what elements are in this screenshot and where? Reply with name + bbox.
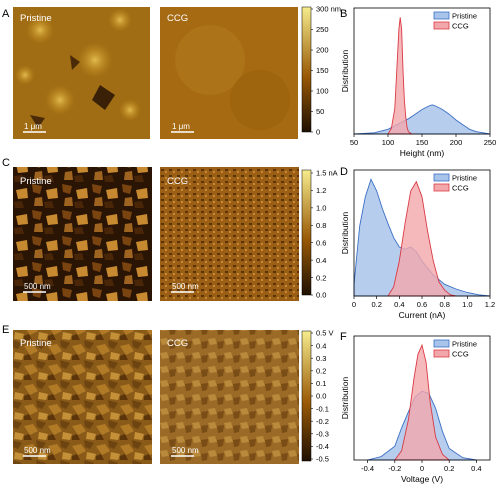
colorbar-e-tick-label: -0.5 — [316, 455, 329, 464]
label-pristine-a: Pristine — [20, 13, 52, 24]
afm-current-ccg — [160, 167, 299, 301]
x-tick-label-b: 200 — [450, 138, 463, 147]
x-tick-label-d: 0.6 — [417, 300, 427, 309]
scale-text-a-right: 1 μm — [172, 122, 190, 131]
colorbar-c-tick-label: 0.2 — [316, 273, 326, 282]
y-axis-title-b: Distribution — [340, 49, 350, 92]
x-tick-label-f: 0.2 — [444, 464, 454, 473]
x-tick-label-f: -0.2 — [388, 464, 401, 473]
panel-letter-a: A — [2, 8, 10, 20]
panel-letter-b: B — [340, 8, 347, 20]
label-ccg-e: CCG — [167, 338, 188, 349]
colorbar-e-tick-label: -0.2 — [316, 417, 329, 426]
x-tick-label-d: 0.8 — [439, 300, 449, 309]
afm-voltage-ccg — [160, 330, 299, 464]
label-pristine-c: Pristine — [20, 176, 52, 187]
colorbar-e-tick-label: -0.4 — [316, 442, 329, 451]
panel-a: A Pristine 1 μm CCG 1 μm 300 nm 250 200 150… — [2, 5, 341, 139]
x-axis-title-b: Height (nm) — [400, 148, 445, 158]
colorbar-e-tick-label: 0.5 V — [316, 329, 334, 338]
colorbar-a-tick-label: 300 nm — [316, 5, 341, 14]
scale-text-c-right: 500 nm — [172, 282, 199, 291]
x-tick-label-f: -0.4 — [361, 464, 374, 473]
series-ccg-area-d — [387, 180, 457, 297]
legend-swatch-pristine-b — [433, 11, 450, 20]
colorbar-c-tick-label: 1.5 nA — [316, 169, 338, 178]
x-tick-label-b: 100 — [382, 138, 395, 147]
x-axis-title-f: Voltage (V) — [401, 474, 443, 484]
colorbar-a-tick-label: 150 — [316, 66, 329, 75]
y-axis-title-f: Distribution — [340, 376, 350, 419]
panel-e: E Pristine 500 nm CCG 500 nm 0.5 V 0.4 0.3… — [2, 324, 334, 464]
x-tick-label-d: 0 — [352, 300, 356, 309]
chart-d: 0 0.2 0.4 0.6 0.8 1.0 1.2 Current (nA) Distribut… — [340, 169, 495, 320]
scale-text-c-left: 500 nm — [24, 282, 51, 291]
legend-swatch-ccg-f — [433, 349, 450, 358]
colorbar-a-tick-label: 50 — [316, 107, 324, 116]
x-tick-label-b: 50 — [350, 138, 358, 147]
x-tick-label-f: 0.4 — [471, 464, 481, 473]
colorbar-c-tick-label: 0.0 — [316, 291, 326, 300]
scale-text-e-left: 500 nm — [24, 446, 51, 455]
legend-label-pristine-f: Pristine — [452, 340, 477, 349]
afm-voltage-pristine — [13, 330, 152, 464]
legend-label-ccg-b: CCG — [452, 22, 469, 31]
x-tick-label-d: 0.4 — [394, 300, 404, 309]
colorbar-e-tick-label: 0.1 — [316, 379, 326, 388]
x-axis-title-d: Current (nA) — [399, 310, 446, 320]
legend-swatch-ccg-d — [433, 183, 450, 192]
panel-letter-d: D — [340, 166, 348, 178]
colorbar-c-tick-label: 0.8 — [316, 221, 326, 230]
colorbar-a: 300 nm 250 200 150 100 50 0 — [301, 5, 341, 137]
colorbar-e-tick-label: 0.0 — [316, 392, 326, 401]
colorbar-c-tick-label: 1.0 — [316, 204, 326, 213]
chart-b: 50 100 150 200 250 Height (nm) Distribution Pri… — [340, 7, 497, 158]
panel-letter-c: C — [2, 157, 10, 169]
colorbar-a-tick-label: 100 — [316, 87, 329, 96]
label-pristine-e: Pristine — [20, 338, 52, 349]
legend-label-pristine-b: Pristine — [452, 12, 477, 21]
afm-height-ccg — [160, 7, 298, 139]
x-tick-label-b: 250 — [484, 138, 497, 147]
afm-current-pristine — [13, 167, 152, 301]
panel-letter-e: E — [2, 324, 9, 336]
scale-text-a-left: 1 μm — [24, 122, 42, 131]
colorbar-e-tick-label: 0.2 — [316, 367, 326, 376]
label-ccg-a: CCG — [167, 13, 188, 24]
x-tick-label-d: 0.2 — [371, 300, 381, 309]
legend-swatch-pristine-d — [433, 173, 450, 182]
colorbar-a-tick-label: 200 — [316, 46, 329, 55]
x-tick-label-b: 150 — [416, 138, 429, 147]
panel-letter-f: F — [340, 331, 347, 343]
y-axis-title-d: Distribution — [340, 211, 350, 254]
chart-f: -0.4 -0.2 0 0.2 0.4 Voltage (V) Distribution Pr… — [340, 335, 491, 484]
colorbar-a-tick-label: 0 — [316, 128, 320, 137]
legend-label-ccg-d: CCG — [452, 184, 469, 193]
legend-swatch-pristine-f — [433, 339, 450, 348]
colorbar-c: 1.5 nA 1.2 1.0 0.8 0.6 0.4 0.2 0.0 — [301, 169, 338, 300]
colorbar-c-tick-label: 0.6 — [316, 238, 326, 247]
panel-c: C Pristine 500 nm CCG 500 nm 1.5 nA1.21.… — [2, 157, 338, 301]
colorbar-e-tick-label: -0.3 — [316, 430, 329, 439]
legend-swatch-ccg-b — [433, 21, 450, 30]
colorbar-e: 0.5 V 0.4 0.3 0.2 0.1 0.0 -0.1 -0.2 -0.3 -0.4 -0.5 — [301, 329, 334, 464]
colorbar-a-tick-label: 250 — [316, 25, 329, 34]
legend-label-ccg-f: CCG — [452, 350, 469, 359]
series-pristine-area-b — [353, 104, 491, 135]
afm-height-pristine — [13, 7, 150, 139]
series-ccg-area-b — [387, 17, 416, 135]
series-ccg-area-f — [393, 343, 451, 461]
x-tick-label-d: 1.0 — [462, 300, 472, 309]
colorbar-e-tick-label: 0.4 — [316, 341, 326, 350]
legend-label-pristine-d: Pristine — [452, 174, 477, 183]
colorbar-e-tick-label: 0.3 — [316, 354, 326, 363]
colorbar-c-tick-label: 0.4 — [316, 256, 326, 265]
label-ccg-c: CCG — [167, 176, 188, 187]
x-tick-label-d: 1.2 — [485, 300, 495, 309]
x-tick-label-f: 0 — [420, 464, 424, 473]
colorbar-e-tick-label: -0.1 — [316, 404, 329, 413]
scale-text-e-right: 500 nm — [172, 446, 199, 455]
colorbar-c-tick-label: 1.2 — [316, 186, 326, 195]
